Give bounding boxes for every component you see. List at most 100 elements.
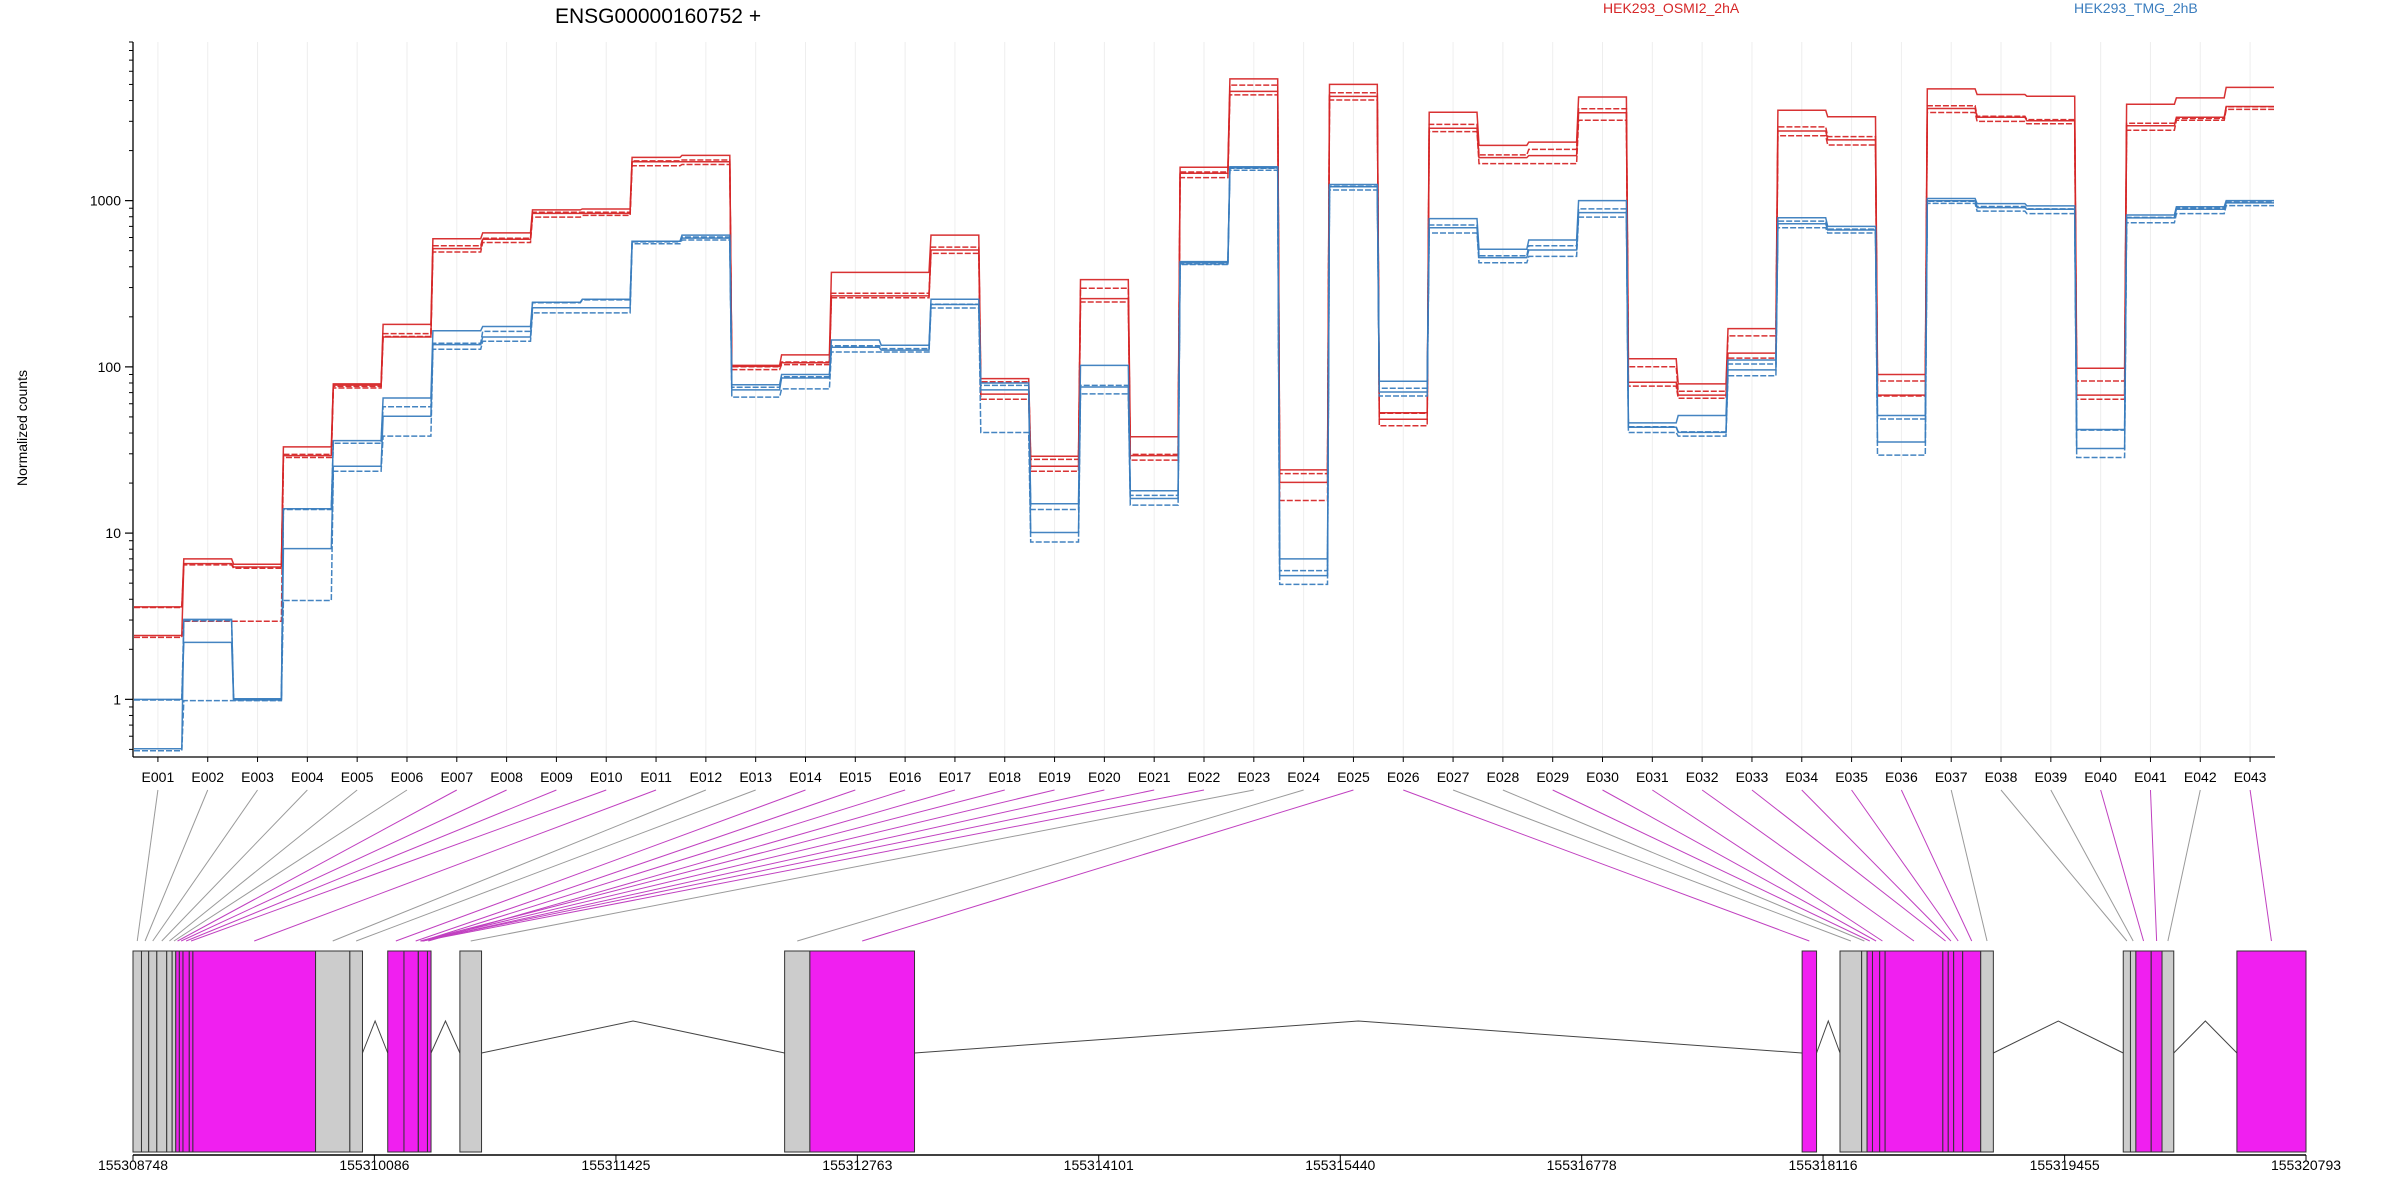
exon-box <box>2161 950 2175 1153</box>
exon-connector <box>185 789 557 942</box>
exon-connector <box>395 789 806 942</box>
exon-label: E042 <box>2184 769 2217 785</box>
exon-connector <box>355 789 756 942</box>
exon-box <box>192 950 317 1153</box>
exon-box <box>2129 950 2137 1153</box>
exon-connector <box>1851 789 1959 942</box>
exon-label: E041 <box>2134 769 2167 785</box>
genomic-position-label: 155316778 <box>1547 1157 1617 1173</box>
exon-connector <box>1552 789 1870 942</box>
exon-connector <box>1900 789 1973 942</box>
exon-connector <box>1502 789 1865 942</box>
exon-label: E025 <box>1337 769 1370 785</box>
exon-connector <box>1452 789 1852 942</box>
exon-connector <box>421 789 906 942</box>
exon-connector <box>420 789 1005 942</box>
exon-box <box>459 950 483 1153</box>
axes: 1 10 100 1000 E001 E002 E003 E004 E005 E006 E007 E0… <box>90 41 2275 785</box>
series-line <box>134 78 2274 608</box>
exon-connector <box>2167 789 2201 942</box>
exon-label: E018 <box>988 769 1021 785</box>
exon-connector <box>177 789 458 942</box>
exon-connector <box>2249 789 2272 942</box>
exon-label: E022 <box>1188 769 1221 785</box>
genomic-position-label: 155315440 <box>1305 1157 1375 1173</box>
exon-connectors <box>136 789 2272 942</box>
exon-connector <box>161 789 308 942</box>
exon-box <box>1947 950 1955 1153</box>
series-line <box>134 90 2274 637</box>
series-line <box>134 169 2274 752</box>
y-tick-label: 100 <box>98 359 122 375</box>
exon-connector <box>1652 789 1883 942</box>
genomic-position-label: 155318116 <box>1789 1157 1858 1173</box>
exon-box <box>315 950 351 1153</box>
exon-box <box>1801 950 1818 1153</box>
exon-connector <box>2050 789 2134 942</box>
legend-osmi2: HEK293_OSMI2_2hA <box>1603 0 1740 16</box>
exon-box <box>140 950 150 1153</box>
exon-connector <box>2149 789 2158 942</box>
exon-label: E007 <box>440 769 473 785</box>
exon-box <box>1879 950 1886 1153</box>
exon-connector <box>169 789 358 942</box>
series-line <box>134 84 2274 609</box>
exon-box <box>148 950 158 1153</box>
chart-title: ENSG00000160752 + <box>555 5 761 28</box>
exon-box <box>1871 950 1881 1153</box>
exon-label: E013 <box>739 769 772 785</box>
exon-label: E031 <box>1636 769 1669 785</box>
exon-box <box>2236 950 2307 1153</box>
exon-label: E011 <box>640 769 672 785</box>
exon-connector <box>332 789 707 942</box>
genomic-position-label: 155319455 <box>2030 1157 2100 1173</box>
exon-label: E016 <box>889 769 922 785</box>
exon-connector <box>136 789 159 942</box>
exon-label: E010 <box>590 769 623 785</box>
intron-line <box>2173 1020 2238 1054</box>
y-tick-label: 1 <box>113 691 121 707</box>
exon-label: E043 <box>2234 769 2267 785</box>
exon-box <box>171 950 177 1153</box>
exon-box <box>2135 950 2152 1153</box>
exon-connector <box>420 789 1055 942</box>
series-lines <box>134 78 2274 752</box>
legend-tmg: HEK293_TMG_2hB <box>2074 0 2198 16</box>
exon-label: E021 <box>1138 769 1171 785</box>
exon-connector <box>1701 789 1915 942</box>
exon-box <box>178 950 184 1153</box>
exon-connector <box>470 789 1254 942</box>
gridlines <box>157 42 2251 757</box>
exon-label: E015 <box>839 769 872 785</box>
exon-box <box>809 950 916 1153</box>
series-line <box>134 167 2274 701</box>
exon-box <box>784 950 811 1153</box>
exon-connector <box>1751 789 1946 942</box>
exon-label: E006 <box>391 769 424 785</box>
exon-connector <box>421 789 1155 942</box>
exon-box <box>1884 950 1944 1153</box>
exon-box <box>2150 950 2163 1153</box>
exon-label: E017 <box>939 769 972 785</box>
exon-connector <box>254 789 657 942</box>
exon-box <box>1866 950 1873 1153</box>
exon-label: E040 <box>2084 769 2117 785</box>
gene-model: 155308748 155310086 155311425 155312763 1553… <box>98 950 2341 1173</box>
exon-box <box>1839 950 1863 1153</box>
exon-label: E001 <box>142 769 175 785</box>
exon-connector <box>422 789 1205 942</box>
intron-line <box>481 1020 785 1054</box>
exon-box <box>156 950 168 1153</box>
exon-connector <box>173 789 408 942</box>
exon-label: E034 <box>1785 769 1818 785</box>
exon-label: E023 <box>1237 769 1270 785</box>
y-axis-label: Normalized counts <box>14 370 30 486</box>
exon-label: E026 <box>1387 769 1420 785</box>
exon-box <box>166 950 173 1153</box>
exon-box <box>1942 950 1949 1153</box>
genomic-position-label: 155320793 <box>2271 1157 2341 1173</box>
y-tick-label: 1000 <box>90 193 121 209</box>
genomic-position-label: 155311425 <box>581 1157 650 1173</box>
exon-label: E019 <box>1038 769 1071 785</box>
